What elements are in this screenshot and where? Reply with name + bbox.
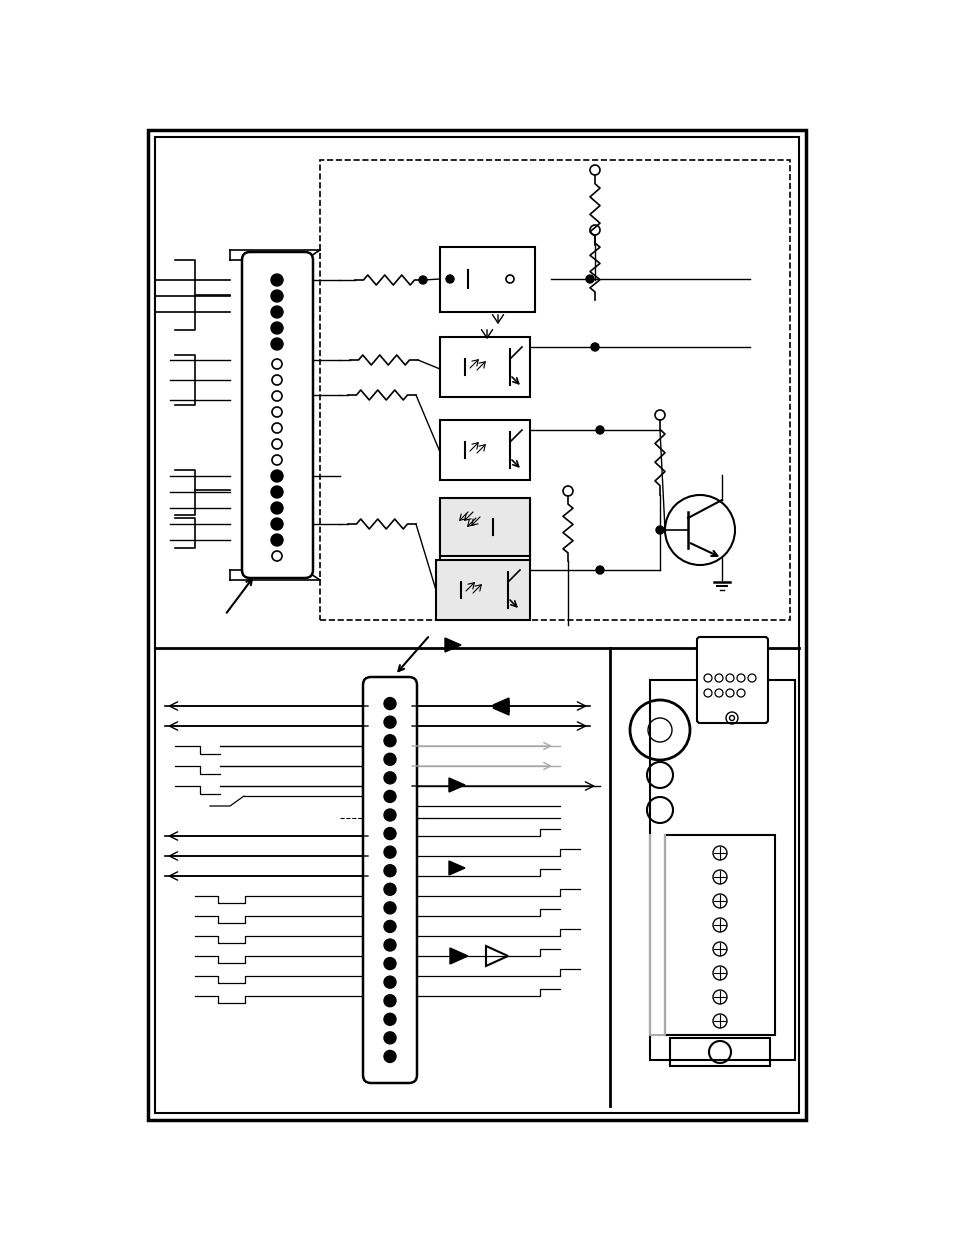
Circle shape <box>585 275 594 283</box>
Bar <box>439 500 530 559</box>
Polygon shape <box>444 638 460 652</box>
Circle shape <box>271 338 283 350</box>
Bar <box>649 680 794 1060</box>
Circle shape <box>384 809 395 821</box>
Bar <box>439 247 535 312</box>
Circle shape <box>384 902 395 914</box>
Polygon shape <box>450 948 468 965</box>
Circle shape <box>596 426 603 433</box>
Circle shape <box>384 976 395 988</box>
Bar <box>148 130 805 1120</box>
Circle shape <box>384 698 395 710</box>
Bar <box>439 498 530 556</box>
Polygon shape <box>493 701 509 715</box>
Circle shape <box>271 322 283 333</box>
Circle shape <box>384 846 395 858</box>
Circle shape <box>271 471 283 482</box>
Circle shape <box>384 716 395 729</box>
Bar <box>669 1037 769 1066</box>
Circle shape <box>384 753 395 766</box>
Circle shape <box>384 735 395 747</box>
FancyBboxPatch shape <box>697 637 767 722</box>
Circle shape <box>384 864 395 877</box>
FancyBboxPatch shape <box>242 252 313 578</box>
Circle shape <box>271 534 283 546</box>
Polygon shape <box>493 698 509 713</box>
Circle shape <box>271 487 283 498</box>
Bar <box>436 559 530 620</box>
Circle shape <box>384 957 395 969</box>
Circle shape <box>384 920 395 932</box>
Circle shape <box>656 526 663 534</box>
Bar <box>319 161 789 620</box>
Circle shape <box>384 1013 395 1025</box>
Bar <box>664 835 774 1035</box>
Circle shape <box>418 275 427 284</box>
FancyBboxPatch shape <box>363 677 416 1083</box>
Circle shape <box>384 1051 395 1062</box>
Circle shape <box>271 290 283 303</box>
Circle shape <box>384 827 395 840</box>
Circle shape <box>384 883 395 895</box>
Polygon shape <box>449 861 464 876</box>
Circle shape <box>596 566 603 574</box>
Bar <box>154 137 799 1113</box>
Bar <box>439 420 530 480</box>
Circle shape <box>384 1032 395 1044</box>
Circle shape <box>446 275 454 283</box>
Circle shape <box>271 306 283 317</box>
Polygon shape <box>449 778 464 792</box>
Circle shape <box>271 501 283 514</box>
Circle shape <box>271 274 283 287</box>
Circle shape <box>384 790 395 803</box>
Circle shape <box>590 343 598 351</box>
Circle shape <box>384 994 395 1007</box>
Circle shape <box>384 939 395 951</box>
Bar <box>439 337 530 396</box>
Circle shape <box>271 517 283 530</box>
Circle shape <box>384 772 395 784</box>
